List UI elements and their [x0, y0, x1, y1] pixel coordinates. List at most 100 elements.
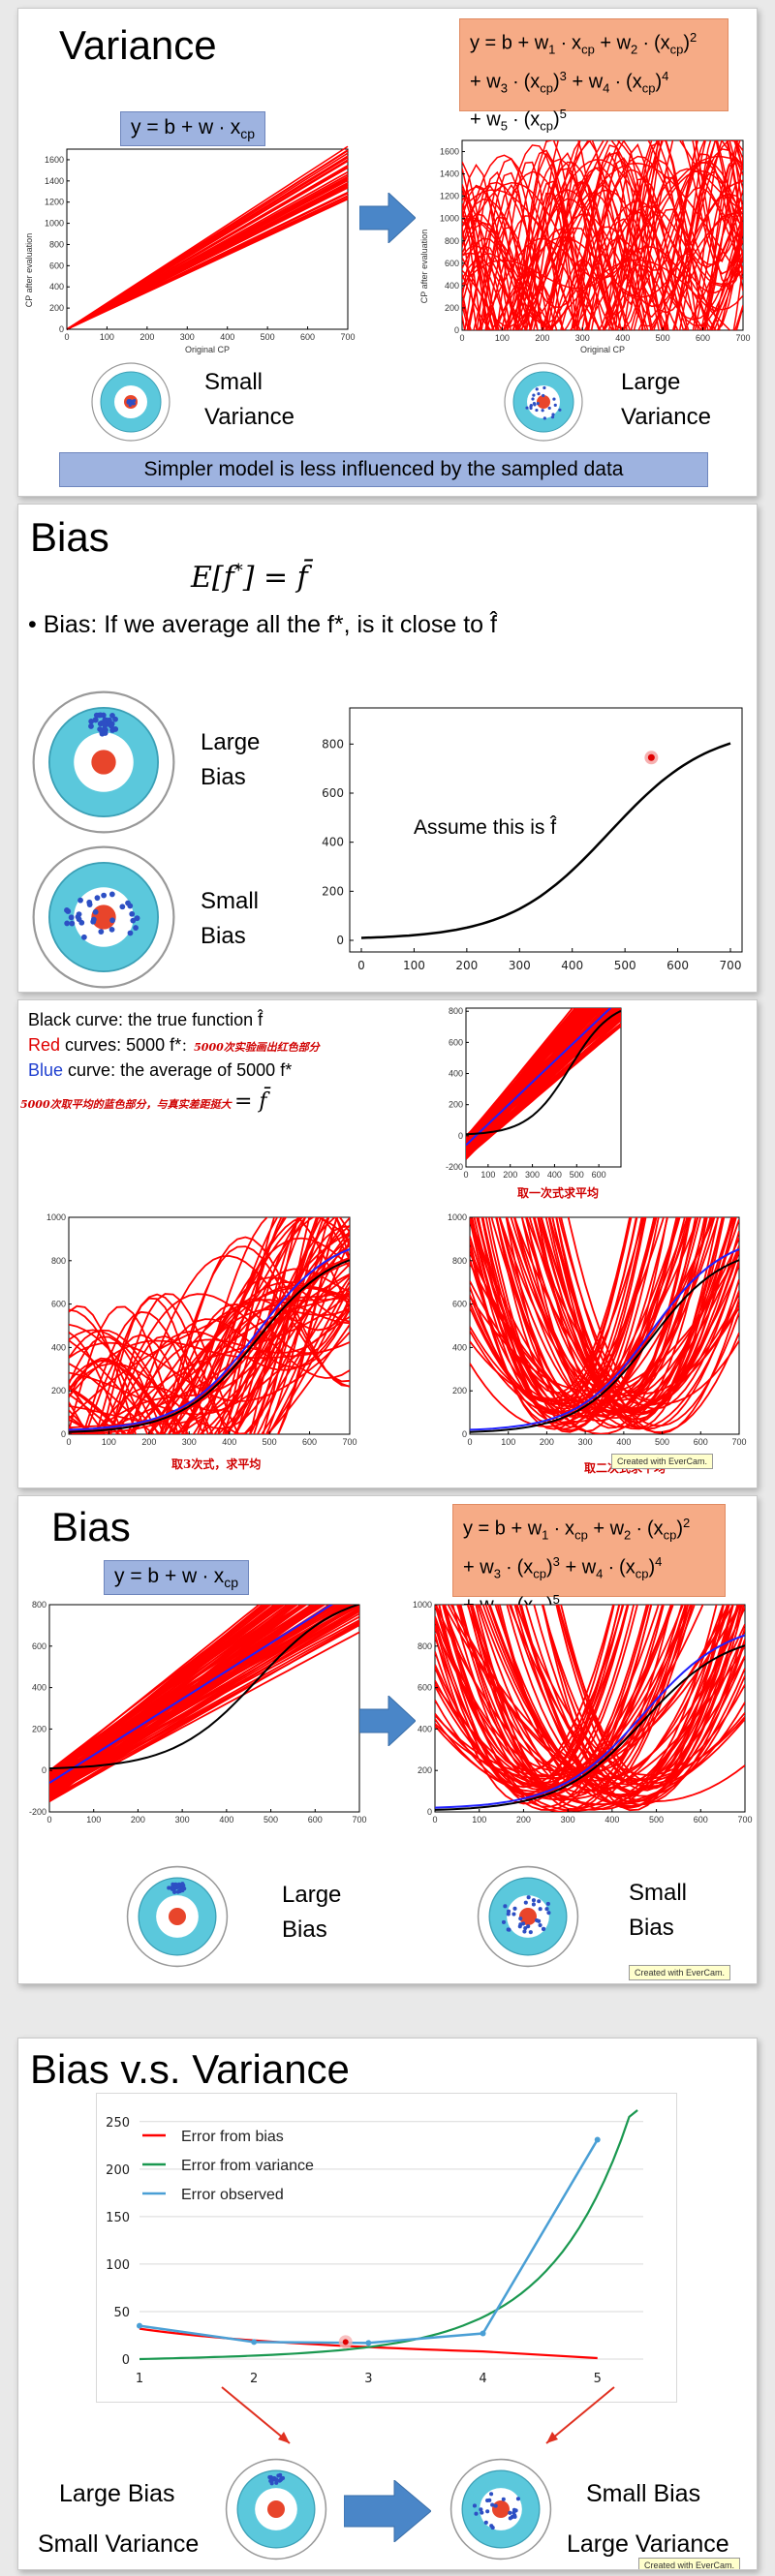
shot-dot — [501, 2497, 506, 2501]
fit-curve — [462, 155, 743, 309]
quintic-bias-plot-large: 0 100 200 300 400 500 600 700 0 200 400 600 800 1000 — [413, 1600, 753, 1825]
y-tick-label: 200 — [51, 1386, 66, 1395]
legend-black: Black curve: the true function f̂ — [28, 1010, 264, 1029]
shot-dot — [274, 2477, 279, 2482]
slide-bias-definition: Bias E[f*] = f̄ • Bias: If we average al… — [17, 504, 758, 993]
y-tick-label: 200 — [452, 1386, 467, 1395]
true-function-curve — [466, 1009, 621, 1136]
target-bullseye — [91, 750, 116, 775]
pointer-arrows — [221, 2386, 615, 2444]
fit-curve — [528, 140, 743, 330]
y-tick-label: 400 — [452, 1342, 467, 1352]
observed-point — [594, 2136, 601, 2143]
x-tick-label: 4 — [479, 2372, 486, 2386]
shot-dot — [489, 2492, 494, 2497]
red-curves — [66, 145, 349, 330]
shot-dot — [92, 908, 99, 915]
y-tick-label: 200 — [418, 1765, 432, 1775]
shot-dot — [108, 926, 115, 933]
fit-curve — [462, 140, 743, 330]
shot-dot — [523, 1925, 528, 1931]
fit-curve — [69, 1217, 299, 1434]
y-tick-label: 0 — [122, 2353, 130, 2368]
y-tick-label: 200 — [32, 1724, 46, 1733]
shot-dot — [546, 1911, 551, 1916]
fit-curve — [167, 1276, 350, 1434]
y-tick-label: 800 — [449, 1006, 463, 1016]
fit-curve — [462, 192, 743, 330]
fit-curve — [69, 1285, 350, 1434]
y-tick-label: 400 — [32, 1683, 46, 1693]
average-curve — [49, 1605, 334, 1784]
fit-curve — [466, 153, 743, 330]
y-tick-label: 1600 — [45, 155, 64, 165]
shot-dot — [542, 416, 546, 420]
x-tick-label: 200 — [516, 1815, 531, 1825]
large-variance-label: Large Variance — [621, 369, 711, 430]
x-tick-label: 300 — [182, 1437, 197, 1447]
slide-title: Bias — [30, 514, 109, 560]
y-tick-label: 800 — [32, 1600, 46, 1610]
large-bias-label: Large Bias — [282, 1882, 342, 1943]
slide-bias-vs-variance: Bias v.s. Variance 0 50 100 150 200 250 1 2 3 4 5 … — [17, 2038, 758, 2570]
x-tick-label: 300 — [525, 1170, 540, 1180]
fit-curve — [505, 1217, 668, 1433]
x-tick-label: 300 — [509, 959, 531, 972]
shot-dot — [175, 1889, 180, 1894]
x-axis-label: Original CP — [185, 345, 230, 354]
slide-bias-experiments: Black curve: the true function f̂ Red cu… — [17, 999, 758, 1488]
fit-curve — [498, 1605, 665, 1773]
right-arrow-icon — [344, 2480, 431, 2542]
shot-dot — [535, 387, 539, 391]
shot-dot — [538, 1907, 542, 1912]
shot-dot — [94, 895, 101, 902]
shot-dot — [90, 916, 97, 923]
x-tick-label: 0 — [357, 959, 365, 972]
fit-curve — [480, 1217, 656, 1433]
fit-curve — [469, 1605, 694, 1809]
right-arrow-icon — [359, 1696, 416, 1746]
fit-curve — [462, 176, 743, 330]
observed-point — [137, 2322, 142, 2329]
shot-dot — [64, 920, 71, 927]
fit-curve — [506, 140, 743, 330]
x-tick-label: 200 — [455, 959, 478, 972]
fit-curve — [435, 1605, 704, 1794]
fit-curve — [515, 140, 743, 330]
shot-dot — [544, 1907, 549, 1912]
x-tick-label: 0 — [46, 1815, 51, 1825]
x-tick-label: 600 — [694, 1437, 708, 1447]
x-tick-label: 400 — [604, 1815, 619, 1825]
y-tick-label: 1000 — [440, 214, 459, 224]
fit-line — [66, 185, 349, 330]
target-bullseye — [267, 2500, 285, 2518]
shot-dot — [523, 1900, 528, 1905]
fit-curve — [508, 1605, 745, 1788]
red-curves — [466, 1008, 621, 1160]
y-tick-label: 600 — [449, 1037, 463, 1047]
linear-variance-plot: CP after evaluation 0 100 200 300 400 500 600 7… — [24, 145, 356, 354]
fit-curve — [541, 189, 743, 330]
shot-dot — [180, 1882, 185, 1886]
fit-curve — [466, 1008, 578, 1142]
shot-dot — [126, 399, 131, 403]
x-tick-label: 300 — [175, 1815, 190, 1825]
fit-curve — [462, 161, 743, 330]
chart-legend: Error from bias Error from variance Error … — [142, 2129, 314, 2203]
x-tick-label: 0 — [64, 332, 69, 342]
x-tick-label: 3 — [364, 2372, 372, 2386]
y-tick-label: 800 — [322, 737, 344, 751]
fit-curve — [551, 1217, 737, 1414]
shot-dot — [545, 1901, 550, 1906]
right-caption: Small Bias Large Variance — [567, 2480, 729, 2558]
shot-dot — [98, 929, 105, 935]
simple-model-equation: y = b + w ∙ xcp — [120, 111, 266, 146]
x-tick-label: 400 — [615, 333, 630, 343]
shot-dot — [531, 1898, 537, 1903]
shot-dot — [479, 2507, 483, 2512]
x-tick-label: 400 — [561, 959, 583, 972]
fit-curve — [163, 1237, 350, 1434]
shot-dot — [507, 1927, 512, 1932]
conclusion-banner: Simpler model is less influenced by the … — [59, 452, 708, 487]
x-tick-label: 1 — [136, 2372, 143, 2386]
